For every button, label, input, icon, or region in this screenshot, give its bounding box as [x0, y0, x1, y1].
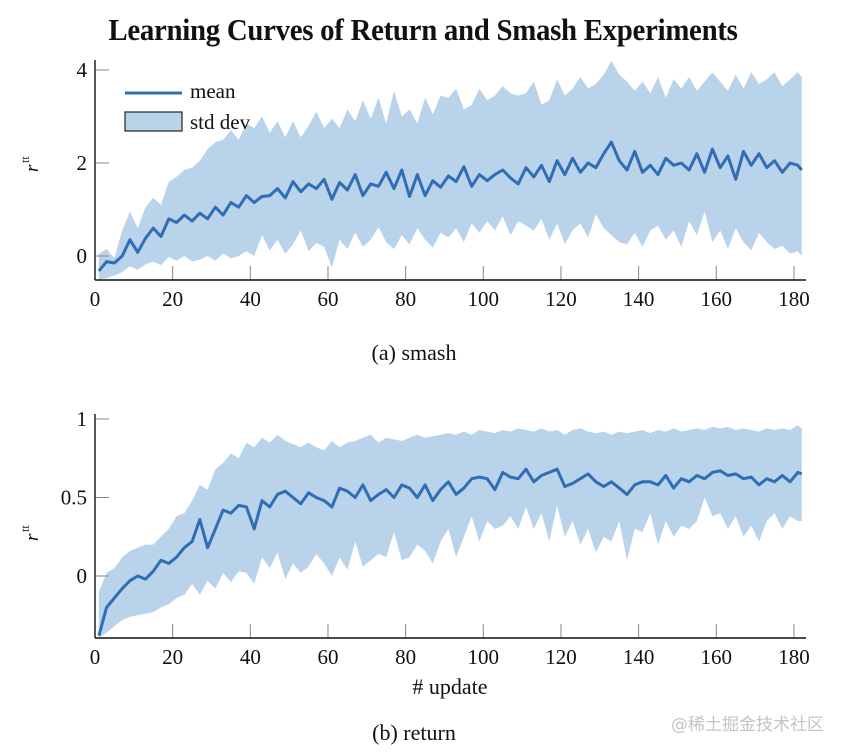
y-axis-label-superscript: tt: [18, 156, 32, 163]
y-axis-label: r tt: [18, 525, 43, 541]
legend-mean-label: mean: [190, 79, 236, 103]
mean-line: [97, 140, 803, 272]
x-ticks: 0 20 40 60 80 100 120 140 160 180: [90, 624, 810, 669]
std-dev-band: [98, 425, 802, 638]
y-tick-label: 1: [77, 407, 88, 431]
x-tick-label: 100: [468, 287, 500, 311]
x-tick-label: 40: [240, 287, 261, 311]
x-tick-label: 0: [90, 287, 101, 311]
chart-return: 00.51 0 20 40 60 80 100 120 140 160 180 r tt # up…: [18, 407, 810, 745]
x-tick-label: 180: [778, 287, 810, 311]
y-axis-label-text: r: [22, 533, 43, 541]
x-tick-label: 180: [778, 645, 810, 669]
x-tick-label: 0: [90, 645, 101, 669]
std-dev-band: [98, 60, 802, 280]
x-ticks: 0 20 40 60 80 100 120 140 160 180: [90, 266, 810, 311]
x-tick-label: 80: [395, 287, 416, 311]
legend: mean std dev: [124, 79, 251, 134]
y-ticks: 00.51: [61, 407, 109, 588]
x-tick-label: 60: [317, 287, 338, 311]
x-tick-label: 80: [395, 645, 416, 669]
x-tick-label: 120: [545, 645, 577, 669]
y-axis-label: r tt: [18, 156, 43, 172]
x-tick-label: 40: [240, 645, 261, 669]
watermark: @稀土掘金技术社区: [671, 715, 824, 735]
y-tick-label: 4: [77, 58, 88, 82]
y-ticks: 0 2 4: [77, 58, 109, 268]
caption-smash: (a) smash: [372, 340, 457, 365]
x-tick-label: 160: [701, 645, 733, 669]
legend-std-label: std dev: [190, 110, 251, 134]
x-tick-label: 100: [468, 645, 500, 669]
figure-title: Learning Curves of Return and Smash Expe…: [108, 12, 738, 47]
x-axis-label: # update: [412, 674, 487, 699]
x-tick-label: 20: [162, 645, 183, 669]
y-tick-label: 0: [77, 244, 88, 268]
caption-return: (b) return: [372, 720, 456, 745]
y-axis-label-text: r: [22, 164, 43, 172]
chart-smash: 0 2 4 0 20 40 60 80 100 120 140 160 180 r tt mean s…: [18, 58, 810, 365]
mean-line: [97, 467, 803, 637]
x-tick-label: 160: [701, 287, 733, 311]
y-tick-label: 0.5: [61, 486, 87, 510]
y-tick-label: 2: [77, 151, 88, 175]
x-tick-label: 20: [162, 287, 183, 311]
x-tick-label: 140: [623, 645, 655, 669]
y-axis-label-superscript: tt: [18, 525, 32, 532]
legend-std-swatch: [124, 111, 183, 132]
x-tick-label: 140: [623, 287, 655, 311]
x-tick-label: 60: [317, 645, 338, 669]
x-tick-label: 120: [545, 287, 577, 311]
y-tick-label: 0: [77, 564, 88, 588]
